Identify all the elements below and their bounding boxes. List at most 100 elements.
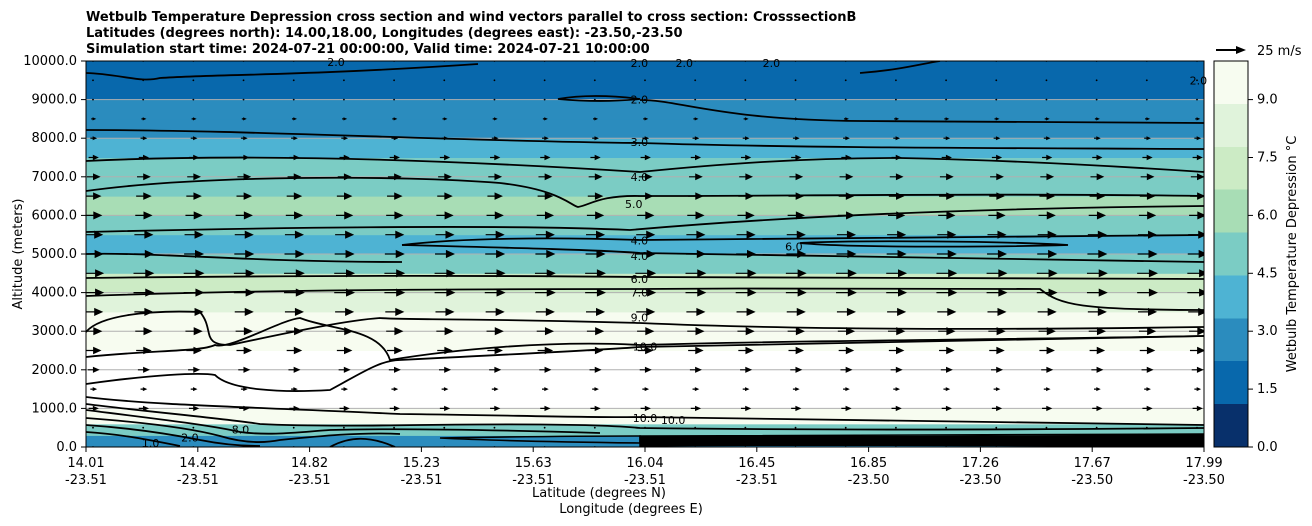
wind-vector xyxy=(387,346,403,355)
wind-vector xyxy=(242,426,245,429)
wind-vector xyxy=(541,136,549,141)
wind-vector xyxy=(1087,307,1107,316)
contour-label: 6.0 xyxy=(785,240,803,253)
wind-vector xyxy=(887,211,906,220)
wind-vector xyxy=(838,192,855,200)
wind-vector xyxy=(993,136,1001,141)
wind-vector xyxy=(1043,387,1051,392)
wind-vector xyxy=(438,173,452,181)
wind-vector xyxy=(894,117,900,121)
x-tick-label-lat: 16.04 xyxy=(626,456,663,471)
wind-vector xyxy=(642,136,650,141)
wind-vector xyxy=(735,288,757,297)
wind-vector xyxy=(1192,405,1203,412)
title-line-2: Latitudes (degrees north): 14.00,18.00, … xyxy=(86,26,683,41)
wind-vector xyxy=(886,288,908,297)
wind-vector xyxy=(437,192,453,200)
wind-vector xyxy=(1137,288,1158,297)
wind-vector xyxy=(936,269,958,278)
wind-vector xyxy=(1095,79,1098,82)
y-tick-label: 9000.0 xyxy=(32,93,78,108)
y-axis: 0.0 1000.0 2000.0 3000.0 4000.0 5000.0 6000.0 7… xyxy=(23,54,86,455)
wind-vector xyxy=(543,98,546,101)
wind-vector xyxy=(943,136,951,141)
contour-low-band-left xyxy=(439,435,641,444)
wind-vector xyxy=(843,136,850,141)
wind-vector xyxy=(192,426,195,429)
wind-vector xyxy=(342,117,348,121)
quiver-key: 25 m/s xyxy=(1216,44,1302,59)
wind-vector xyxy=(792,387,800,392)
x-tick-label-lat: 17.99 xyxy=(1185,456,1222,471)
x-tick-label-lon: -23.51 xyxy=(400,473,442,488)
wind-vector xyxy=(839,173,854,181)
wind-vector xyxy=(987,230,1007,239)
wind-vector xyxy=(391,387,399,392)
wind-vector xyxy=(587,192,604,200)
wind-vector xyxy=(890,366,903,373)
wind-vector xyxy=(535,230,555,239)
wind-vector xyxy=(236,192,253,200)
wind-vector xyxy=(489,366,502,373)
wind-vector xyxy=(788,346,805,355)
wind-vector xyxy=(941,405,952,412)
wind-vector xyxy=(891,154,902,161)
wind-vector xyxy=(1094,387,1101,392)
wind-vector xyxy=(535,249,556,259)
wind-vector xyxy=(442,117,448,121)
wind-vector xyxy=(644,426,646,429)
wind-vector xyxy=(1189,192,1204,200)
wind-vector xyxy=(233,269,255,278)
wind-vector xyxy=(736,249,757,259)
contour-label: 2.0 xyxy=(763,57,781,70)
wind-vector xyxy=(788,192,805,200)
wind-vector xyxy=(486,327,504,336)
wind-vector xyxy=(436,211,454,220)
wind-vector xyxy=(589,366,602,373)
wind-vector xyxy=(233,288,255,297)
x-tick-label-lat: 17.26 xyxy=(962,456,999,471)
wind-vector xyxy=(86,230,104,239)
wind-vector xyxy=(134,307,154,316)
contour-fill-band xyxy=(86,138,1204,158)
contour-line-4-left xyxy=(86,252,403,263)
wind-vector xyxy=(937,230,957,239)
wind-vector xyxy=(886,269,908,278)
wind-vector xyxy=(840,366,853,373)
wind-vector xyxy=(794,79,797,82)
wind-vector xyxy=(640,405,651,412)
y-tick-label: 5000.0 xyxy=(32,247,78,262)
wind-vector xyxy=(791,405,802,412)
x-tick-label-lon: -23.51 xyxy=(736,473,778,488)
contour-label: 8.0 xyxy=(232,424,250,437)
contour-line-7 xyxy=(86,287,1204,311)
wind-vector xyxy=(687,211,705,220)
wind-vector xyxy=(86,211,103,220)
wind-vector xyxy=(435,230,455,239)
wind-vector xyxy=(1042,154,1053,161)
wind-vector xyxy=(636,230,656,239)
wind-vector xyxy=(991,154,1003,161)
wind-vector xyxy=(794,98,797,101)
wind-vector xyxy=(292,98,295,101)
wind-vector xyxy=(1092,154,1103,161)
wind-vector xyxy=(995,426,998,429)
wind-vector xyxy=(836,288,857,297)
title-line-3: Simulation start time: 2024-07-21 00:00:… xyxy=(86,42,650,57)
wind-vector xyxy=(289,154,300,161)
wind-vector xyxy=(837,327,856,336)
y-tick-label: 3000.0 xyxy=(32,324,78,339)
wind-vector xyxy=(1188,230,1204,239)
y-tick-label: 6000.0 xyxy=(32,208,78,223)
wind-vector xyxy=(387,173,402,181)
wind-vector xyxy=(888,346,905,355)
contour-label: 2.0 xyxy=(631,94,649,107)
wind-vector xyxy=(385,307,405,316)
wind-vector xyxy=(989,346,1005,355)
wind-vector xyxy=(593,98,596,101)
x-axis: 14.01 -23.51 14.42 -23.51 14.82 -23.51 15.23 -2… xyxy=(65,447,1225,488)
y-tick-label: 10000.0 xyxy=(23,54,77,69)
wind-vector xyxy=(635,288,657,297)
wind-vector xyxy=(384,288,406,297)
wind-vector xyxy=(1040,173,1055,181)
